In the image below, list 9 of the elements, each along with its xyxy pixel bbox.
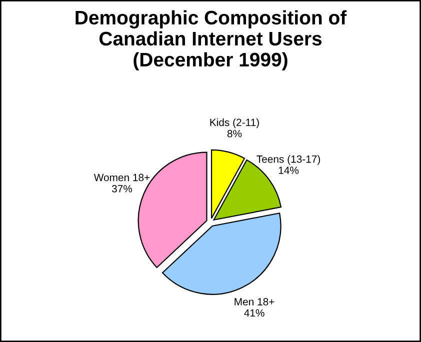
slice-label: Kids (2-11) bbox=[210, 118, 259, 128]
slice-label: Men 18+ bbox=[234, 298, 274, 306]
data-label: 14% bbox=[278, 166, 299, 174]
slice-label: Teens (13-17) bbox=[256, 155, 320, 165]
data-label: 41% bbox=[244, 309, 264, 317]
data-label: 8% bbox=[227, 130, 242, 138]
data-label: 37% bbox=[112, 185, 132, 192]
slice-label: Women 18+ bbox=[94, 174, 150, 182]
chart-title: Demographic Composition of Canadian Internet Users (December 1999) bbox=[76, 10, 347, 70]
